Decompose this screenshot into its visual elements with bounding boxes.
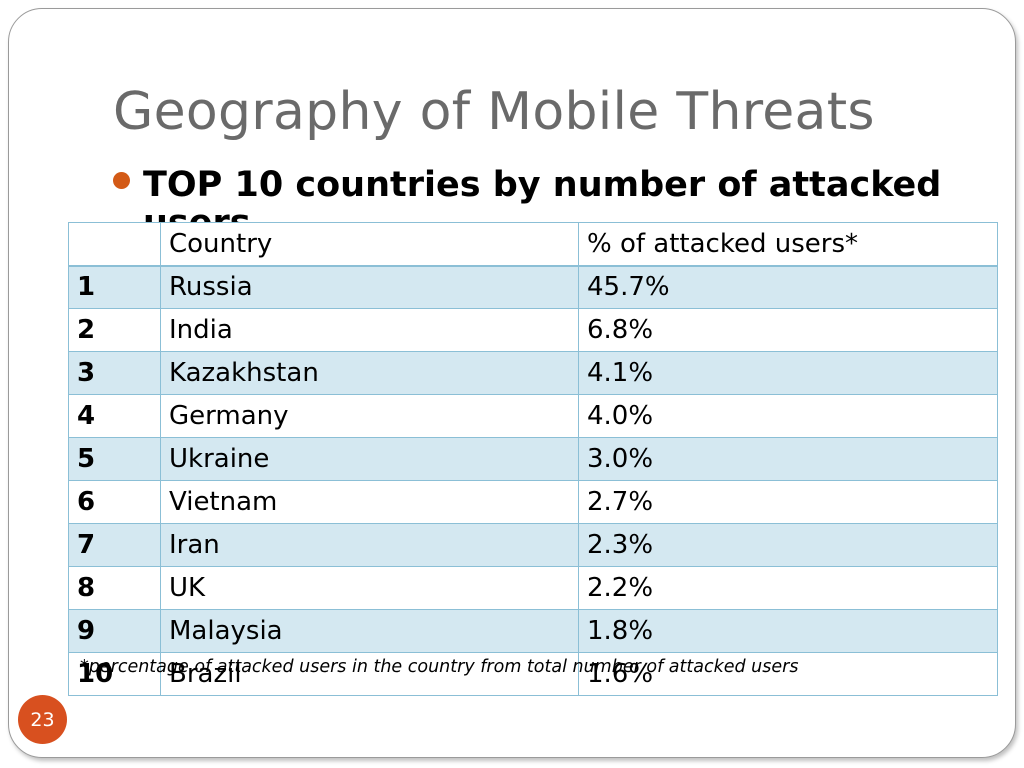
- table-row: 8 UK 2.2%: [68, 566, 998, 610]
- table-row: 3 Kazakhstan 4.1%: [68, 351, 998, 395]
- bullet-dot-icon: [113, 172, 130, 189]
- country-cell: India: [160, 308, 579, 352]
- rank-cell: 4: [68, 394, 161, 438]
- rank-cell: 5: [68, 437, 161, 481]
- country-cell: Iran: [160, 523, 579, 567]
- rank-cell: 2: [68, 308, 161, 352]
- percent-cell: 45.7%: [578, 265, 998, 309]
- country-cell: Ukraine: [160, 437, 579, 481]
- rank-cell: 8: [68, 566, 161, 610]
- rank-cell: 3: [68, 351, 161, 395]
- slide-title: Geography of Mobile Threats: [113, 82, 875, 142]
- percent-cell: 1.6%: [578, 652, 998, 696]
- rank-cell: 6: [68, 480, 161, 524]
- country-cell: Brazil: [160, 652, 579, 696]
- countries-table: Country % of attacked users* 1 Russia 45…: [68, 222, 998, 696]
- table-row: 1 Russia 45.7%: [68, 265, 998, 309]
- table-row: 9 Malaysia 1.8%: [68, 609, 998, 653]
- table-row: 6 Vietnam 2.7%: [68, 480, 998, 524]
- percent-cell: 3.0%: [578, 437, 998, 481]
- percent-cell: 6.8%: [578, 308, 998, 352]
- country-cell: Vietnam: [160, 480, 579, 524]
- percent-cell: 1.8%: [578, 609, 998, 653]
- table-row: 10 Brazil 1.6%: [68, 652, 998, 696]
- percent-cell: 4.0%: [578, 394, 998, 438]
- table-row: 5 Ukraine 3.0%: [68, 437, 998, 481]
- header-rank: [68, 222, 161, 267]
- header-percent: % of attacked users*: [578, 222, 998, 267]
- percent-cell: 2.2%: [578, 566, 998, 610]
- percent-cell: 4.1%: [578, 351, 998, 395]
- rank-cell: 9: [68, 609, 161, 653]
- table-row: 4 Germany 4.0%: [68, 394, 998, 438]
- country-cell: Kazakhstan: [160, 351, 579, 395]
- country-cell: Germany: [160, 394, 579, 438]
- table-row: 7 Iran 2.3%: [68, 523, 998, 567]
- table-row: 2 India 6.8%: [68, 308, 998, 352]
- table-header-row: Country % of attacked users*: [68, 222, 998, 267]
- percent-cell: 2.7%: [578, 480, 998, 524]
- page-number-badge: 23: [18, 695, 67, 744]
- country-cell: Russia: [160, 265, 579, 309]
- header-country: Country: [160, 222, 579, 267]
- country-cell: Malaysia: [160, 609, 579, 653]
- rank-cell: 7: [68, 523, 161, 567]
- rank-cell: 1: [68, 265, 161, 309]
- percent-cell: 2.3%: [578, 523, 998, 567]
- footnote: *percentage of attacked users in the cou…: [80, 657, 799, 677]
- country-cell: UK: [160, 566, 579, 610]
